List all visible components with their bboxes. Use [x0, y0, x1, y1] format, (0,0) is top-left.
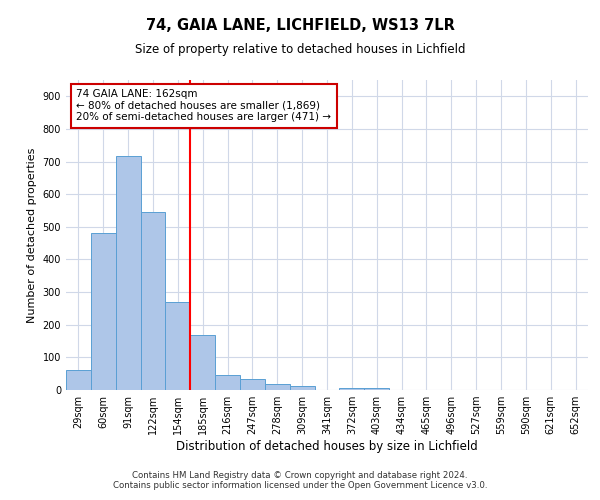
Bar: [166, 302, 190, 390]
Bar: [364, 388, 389, 390]
X-axis label: Distribution of detached houses by size in Lichfield: Distribution of detached houses by size …: [176, 440, 478, 453]
Bar: [240, 379, 265, 390]
Bar: [215, 374, 240, 390]
Bar: [340, 388, 364, 390]
Text: 74, GAIA LANE, LICHFIELD, WS13 7LR: 74, GAIA LANE, LICHFIELD, WS13 7LR: [146, 18, 454, 32]
Text: Size of property relative to detached houses in Lichfield: Size of property relative to detached ho…: [135, 42, 465, 56]
Text: Contains HM Land Registry data © Crown copyright and database right 2024.
Contai: Contains HM Land Registry data © Crown c…: [113, 470, 487, 490]
Bar: [290, 386, 314, 390]
Bar: [66, 370, 91, 390]
Text: 74 GAIA LANE: 162sqm
← 80% of detached houses are smaller (1,869)
20% of semi-de: 74 GAIA LANE: 162sqm ← 80% of detached h…: [76, 90, 331, 122]
Bar: [265, 384, 290, 390]
Y-axis label: Number of detached properties: Number of detached properties: [27, 148, 37, 322]
Bar: [116, 156, 140, 390]
Bar: [91, 233, 116, 390]
Bar: [190, 334, 215, 390]
Bar: [140, 212, 166, 390]
